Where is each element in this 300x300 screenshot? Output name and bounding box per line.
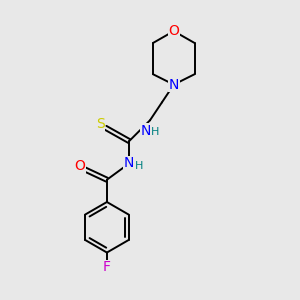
Text: N: N bbox=[124, 156, 134, 170]
Text: F: F bbox=[103, 260, 111, 274]
Text: S: S bbox=[96, 117, 104, 131]
Text: O: O bbox=[168, 24, 179, 38]
Text: H: H bbox=[134, 161, 143, 171]
Text: O: O bbox=[74, 159, 85, 173]
Text: H: H bbox=[151, 127, 159, 137]
Text: N: N bbox=[140, 124, 151, 138]
Text: N: N bbox=[169, 78, 179, 92]
